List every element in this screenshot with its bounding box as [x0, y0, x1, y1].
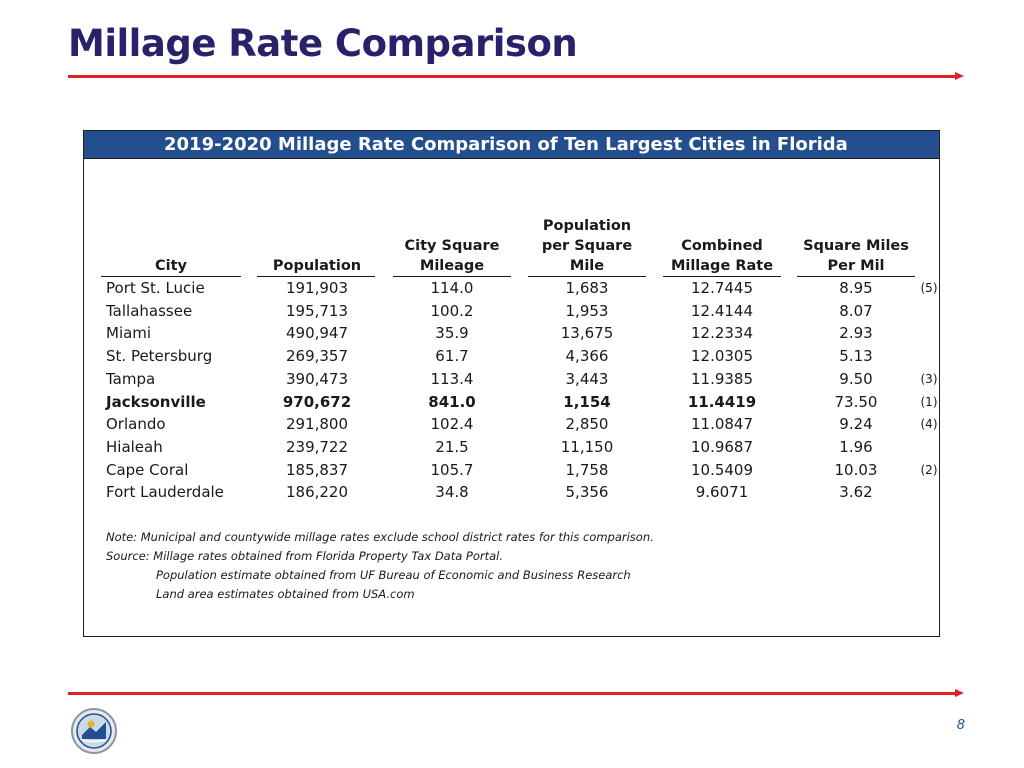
cell-population-per-square-mile: 1,953 — [565, 301, 609, 320]
table-row: Fort Lauderdale 186,220 34.8 5,356 9.6071 3.6… — [84, 481, 939, 504]
table-row: Jacksonville 970,672 841.0 1,154 11.4419 73.5… — [84, 391, 939, 414]
table-row: Orlando 291,800 102.4 2,850 11.0847 9.24 (4) — [84, 413, 939, 436]
cell-population: 291,800 — [285, 415, 349, 434]
cell-millage-rate: 12.4144 — [690, 301, 754, 320]
cell-city: Hialeah — [106, 437, 163, 456]
cell-population: 269,357 — [285, 347, 349, 366]
cell-population-per-square-mile: 4,366 — [565, 347, 609, 366]
cell-square-miles-per-mil: 1.96 — [839, 437, 873, 456]
table-row: Tallahassee 195,713 100.2 1,953 12.4144 8.07 — [84, 300, 939, 323]
comparison-panel: 2019-2020 Millage Rate Comparison of Ten… — [83, 130, 940, 637]
header-underline — [257, 276, 375, 277]
cell-square-mileage: 102.4 — [430, 415, 474, 434]
cell-population-per-square-mile: 11,150 — [560, 437, 614, 456]
cell-millage-rate: 12.2334 — [690, 324, 754, 343]
cell-square-miles-per-mil: 9.24 — [839, 415, 873, 434]
cell-square-mileage: 113.4 — [430, 369, 474, 388]
col-header-population-per-square-mile: Population per Square Mile — [541, 218, 633, 274]
cell-population-per-square-mile: 1,758 — [565, 460, 609, 479]
source-population-text: Population estimate obtained from UF Bur… — [156, 568, 631, 582]
title-underline — [68, 72, 964, 80]
cell-square-miles-per-mil: 73.50 — [834, 392, 878, 411]
cell-millage-rate: 12.7445 — [690, 279, 754, 297]
cell-population: 185,837 — [285, 460, 349, 479]
cell-square-miles-per-mil: 9.50 — [839, 369, 873, 388]
header-underline — [528, 276, 646, 277]
cell-millage-rate: 9.6071 — [695, 483, 749, 502]
source-land-area-text: Land area estimates obtained from USA.co… — [156, 587, 415, 601]
cell-millage-rate: 11.0847 — [690, 415, 754, 434]
notes-block: Note: Municipal and countywide millage r… — [106, 528, 654, 604]
note-text: Note: Municipal and countywide millage r… — [106, 530, 654, 544]
panel-title: 2019-2020 Millage Rate Comparison of Ten… — [84, 131, 939, 159]
cell-footnote: (5) — [920, 281, 938, 295]
table-row: Tampa 390,473 113.4 3,443 11.9385 9.50 (3) — [84, 368, 939, 391]
page-number: 8 — [956, 718, 965, 733]
cell-population-per-square-mile: 3,443 — [565, 369, 609, 388]
cell-square-mileage: 35.9 — [435, 324, 469, 343]
cell-square-mileage: 34.8 — [435, 483, 469, 502]
cell-population-per-square-mile: 13,675 — [560, 324, 614, 343]
cell-city: St. Petersburg — [106, 347, 213, 366]
table-row: Cape Coral 185,837 105.7 1,758 10.5409 10.03 (… — [84, 459, 939, 482]
cell-footnote: (1) — [920, 394, 938, 409]
source-text: Source: Millage rates obtained from Flor… — [106, 549, 504, 563]
city-seal-logo-icon — [70, 707, 118, 755]
cell-square-miles-per-mil: 3.62 — [839, 483, 873, 502]
cell-population-per-square-mile: 1,154 — [563, 392, 611, 411]
cell-square-miles-per-mil: 8.07 — [839, 301, 873, 320]
cell-square-mileage: 100.2 — [430, 301, 474, 320]
header-underline — [663, 276, 781, 277]
cell-millage-rate: 11.4419 — [687, 392, 757, 411]
cell-footnote: (4) — [920, 417, 938, 432]
cell-city: Cape Coral — [106, 460, 189, 479]
cell-city: Tampa — [106, 369, 156, 388]
cell-square-mileage: 61.7 — [435, 347, 469, 366]
table-row: St. Petersburg 269,357 61.7 4,366 12.0305 5.1… — [84, 345, 939, 368]
cell-square-miles-per-mil: 5.13 — [839, 347, 873, 366]
cell-population: 195,713 — [285, 301, 349, 320]
cell-millage-rate: 11.9385 — [690, 369, 754, 388]
cell-square-miles-per-mil: 10.03 — [834, 460, 878, 479]
cell-population-per-square-mile: 5,356 — [565, 483, 609, 502]
table-row: Hialeah 239,722 21.5 11,150 10.9687 1.96 — [84, 436, 939, 459]
header-underline — [797, 276, 915, 277]
cell-population: 390,473 — [285, 369, 349, 388]
cell-city: Orlando — [106, 415, 166, 434]
table-row: Miami 490,947 35.9 13,675 12.2334 2.93 — [84, 322, 939, 345]
cell-city: Jacksonville — [106, 392, 206, 411]
cell-millage-rate: 12.0305 — [690, 347, 754, 366]
cell-city: Miami — [106, 324, 152, 343]
cell-square-mileage: 105.7 — [430, 460, 474, 479]
cell-square-miles-per-mil: 8.95 — [839, 279, 873, 297]
col-header-city-square-mileage: City Square Mileage — [404, 238, 500, 274]
cell-city: Port St. Lucie — [106, 279, 205, 297]
table-row: Port St. Lucie 191,903 114.0 1,683 12.7445 8.… — [84, 277, 939, 300]
cell-footnote: (2) — [920, 462, 938, 477]
cell-square-miles-per-mil: 2.93 — [839, 324, 873, 343]
footer-rule — [68, 689, 964, 697]
cell-population: 490,947 — [285, 324, 349, 343]
cell-population: 239,722 — [285, 437, 349, 456]
col-header-square-miles-per-mil: Square Miles Per Mil — [803, 238, 909, 274]
col-header-population: Population — [272, 258, 362, 274]
cell-population: 186,220 — [285, 483, 349, 502]
cell-millage-rate: 10.9687 — [690, 437, 754, 456]
cell-population: 970,672 — [282, 392, 352, 411]
cell-square-mileage: 114.0 — [430, 279, 474, 297]
cell-millage-rate: 10.5409 — [690, 460, 754, 479]
cell-square-mileage: 841.0 — [428, 392, 476, 411]
cell-population-per-square-mile: 1,683 — [565, 279, 609, 297]
col-header-combined-millage-rate: Combined Millage Rate — [670, 238, 774, 274]
cell-city: Tallahassee — [106, 301, 193, 320]
col-header-city: City — [155, 258, 187, 274]
cell-population: 191,903 — [285, 279, 349, 297]
cell-square-mileage: 21.5 — [435, 437, 469, 456]
page-title: Millage Rate Comparison — [68, 22, 578, 65]
cell-city: Fort Lauderdale — [106, 483, 224, 502]
header-underline — [101, 276, 241, 277]
cell-population-per-square-mile: 2,850 — [565, 415, 609, 434]
header-underline — [393, 276, 511, 277]
cell-footnote: (3) — [920, 371, 938, 386]
